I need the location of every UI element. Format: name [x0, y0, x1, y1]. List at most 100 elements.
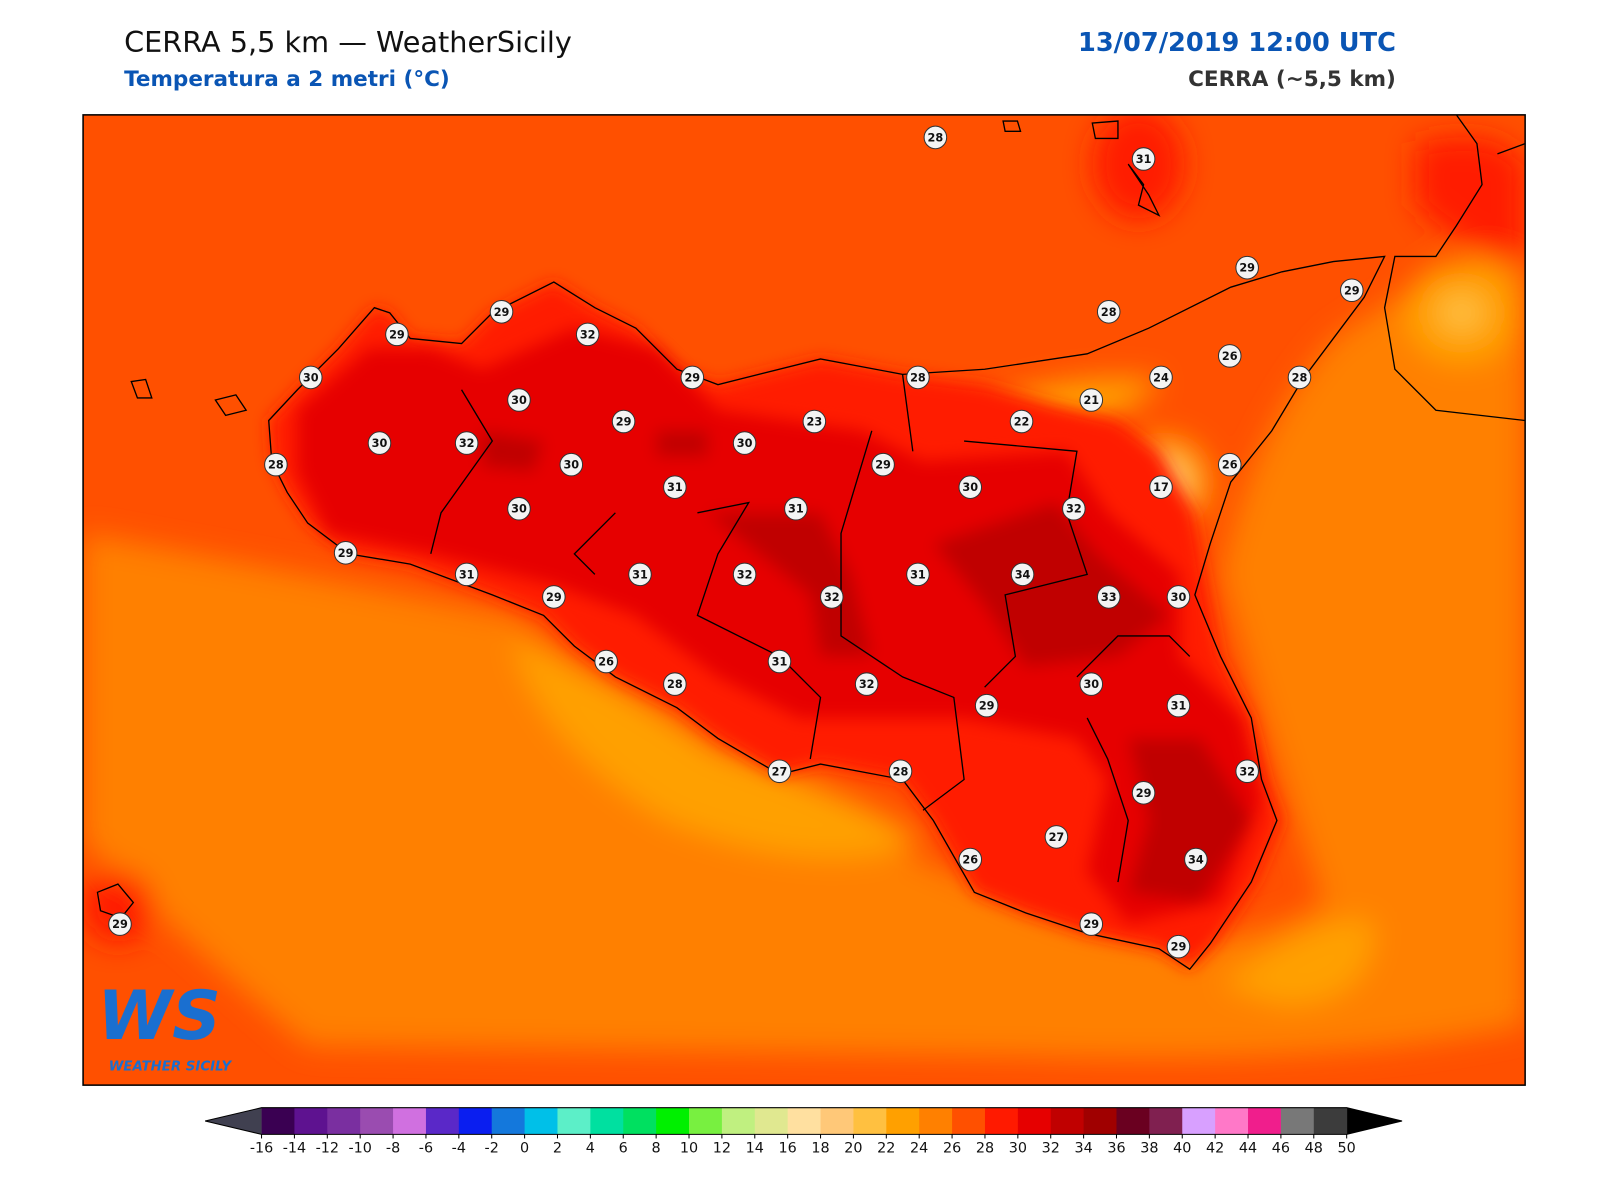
logo-mark: WS — [97, 976, 220, 1055]
station-marker — [611, 409, 636, 434]
colorbar-segment — [721, 1107, 756, 1135]
colorbar-label: -6 — [419, 1141, 433, 1157]
colorbar-segment — [1116, 1107, 1150, 1135]
station-value: 29 — [546, 591, 562, 604]
station-value: 29 — [1171, 941, 1187, 954]
colorbar: -16 -14 -12 -10 -8 -6 -4 -2 0 2 4 6 8 10 12 14 16 18 20 22 2… — [205, 1107, 1403, 1157]
station-marker — [1096, 300, 1121, 324]
colorbar-segment — [853, 1107, 887, 1135]
station-value: 24 — [1153, 371, 1169, 384]
station-marker — [854, 672, 879, 696]
colorbar-label: 10 — [680, 1141, 698, 1157]
colorbar-segment — [557, 1107, 591, 1135]
station-value: 31 — [1171, 700, 1187, 713]
station-marker — [1079, 672, 1104, 696]
colorbar-label: 28 — [976, 1141, 994, 1157]
station-marker — [1339, 278, 1364, 303]
station-value: 30 — [1083, 678, 1099, 691]
station-value: 28 — [910, 371, 926, 384]
colorbar-segment — [590, 1107, 624, 1135]
map-field — [83, 114, 1526, 1086]
station-value: 23 — [807, 416, 823, 429]
station-marker — [680, 365, 705, 390]
station-marker — [542, 585, 566, 609]
colorbar-segment — [294, 1107, 328, 1135]
colorbar-label: 30 — [1009, 1141, 1027, 1157]
colorbar-label: -10 — [348, 1141, 371, 1157]
station-marker — [784, 496, 808, 521]
station-marker — [906, 562, 930, 587]
station-marker — [1166, 693, 1191, 718]
station-value: 26 — [1222, 459, 1238, 472]
station-marker — [906, 365, 930, 390]
station-value: 32 — [737, 568, 753, 581]
station-marker — [333, 541, 358, 565]
station-value: 29 — [1083, 918, 1099, 931]
station-value: 30 — [962, 481, 978, 494]
station-marker — [767, 759, 792, 784]
colorbar-segment — [820, 1107, 854, 1135]
station-value: 30 — [511, 503, 527, 516]
station-marker — [454, 562, 479, 587]
station-value: 32 — [859, 678, 875, 691]
station-value: 30 — [737, 437, 753, 450]
colorbar-label: 4 — [586, 1141, 595, 1157]
station-value: 31 — [667, 481, 683, 494]
datetime: 13/07/2019 12:00 UTC — [1078, 28, 1396, 58]
station-value: 30 — [1171, 591, 1187, 604]
colorbar-label: 8 — [652, 1141, 661, 1157]
colorbar-label: 22 — [877, 1141, 895, 1157]
colorbar-label: 12 — [713, 1141, 731, 1157]
colorbar-segment — [360, 1107, 394, 1135]
colorbar-segment — [458, 1107, 493, 1135]
colorbar-segment — [1182, 1107, 1216, 1135]
logo: WS WEATHER SICILY — [97, 976, 232, 1075]
station-marker — [958, 847, 983, 872]
station-value: 31 — [459, 568, 475, 581]
colorbar-segment — [984, 1107, 1019, 1135]
station-value: 29 — [875, 459, 891, 472]
station-marker — [1079, 388, 1104, 412]
station-value: 32 — [824, 591, 840, 604]
colorbar-segment — [754, 1107, 789, 1135]
colorbar-segment — [1215, 1107, 1249, 1135]
station-value: 31 — [788, 503, 804, 516]
station-marker — [1166, 934, 1191, 959]
station-marker — [732, 431, 757, 455]
colorbar-label: 32 — [1042, 1141, 1060, 1157]
colorbar-label: 26 — [943, 1141, 961, 1157]
colorbar-label: 44 — [1239, 1141, 1257, 1157]
station-marker — [507, 496, 531, 521]
station-marker — [1062, 496, 1086, 521]
station-marker — [802, 409, 827, 434]
station-marker — [1131, 147, 1156, 171]
station-marker — [1010, 562, 1035, 587]
logo-text: WEATHER SICILY — [109, 1060, 233, 1075]
station-value: 33 — [1101, 591, 1117, 604]
colorbar-under — [205, 1107, 262, 1135]
station-marker — [1287, 365, 1312, 390]
station-value: 32 — [459, 437, 475, 450]
colorbar-label: -2 — [485, 1141, 499, 1157]
colorbar-label: -12 — [316, 1141, 339, 1157]
colorbar-label: 48 — [1305, 1141, 1323, 1157]
colorbar-segment — [656, 1107, 690, 1135]
station-marker — [1044, 825, 1069, 849]
colorbar-label: 0 — [520, 1141, 529, 1157]
colorbar-label: -16 — [250, 1141, 273, 1157]
station-value: 27 — [772, 765, 788, 778]
station-value: 26 — [962, 854, 978, 867]
colorbar-segment — [327, 1107, 361, 1135]
station-marker — [923, 125, 948, 150]
station-marker — [264, 452, 288, 477]
station-marker — [732, 562, 757, 587]
station-value: 30 — [563, 459, 579, 472]
colorbar-label: 40 — [1173, 1141, 1191, 1157]
station-marker — [1166, 585, 1191, 609]
colorbar-segment — [524, 1107, 558, 1135]
station-value: 32 — [580, 328, 596, 341]
station-marker — [108, 912, 132, 936]
colorbar-segment — [1313, 1107, 1348, 1135]
station-value: 29 — [338, 547, 354, 560]
station-marker — [663, 475, 687, 499]
